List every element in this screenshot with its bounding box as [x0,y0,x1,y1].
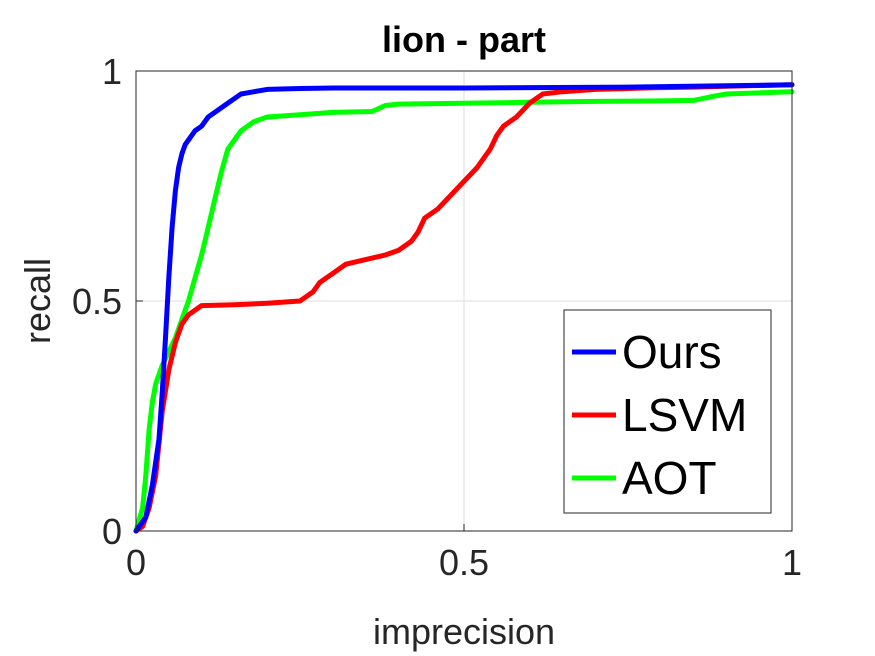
y-tick-label: 0.5 [72,281,122,322]
grid [136,71,792,531]
y-tick-label: 1 [102,51,122,92]
chart-title: lion - part [382,19,546,60]
series-line-aot [133,89,795,534]
legend: Ours LSVM AOT [563,309,772,514]
x-tick-label: 0.5 [439,542,489,583]
series-lines [133,82,795,534]
x-tick-label: 0 [126,542,146,583]
legend-label-aot: AOT [622,452,717,504]
series-line-ours [133,82,795,534]
legend-label-ours: Ours [622,326,722,378]
x-axis-label: imprecision [373,611,555,652]
series-line-lsvm [133,82,795,534]
legend-label-lsvm: LSVM [622,389,747,441]
y-tick-label: 0 [102,511,122,552]
y-axis-label: recall [17,258,58,344]
x-tick-label: 1 [782,542,802,583]
axis-ticks: 0 0.5 1 0 0.5 1 [72,51,802,583]
